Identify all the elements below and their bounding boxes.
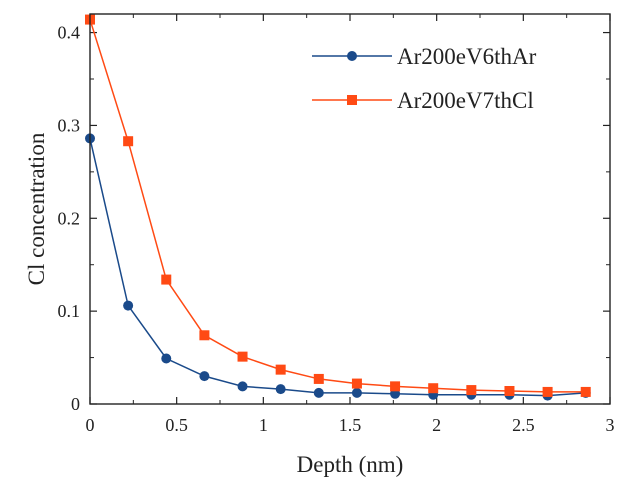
series-line-1 [89,19,586,393]
x-tick-label: 0.5 [165,415,188,435]
x-axis-title: Depth (nm) [297,452,404,477]
data-point-square [123,136,134,147]
x-tick-label: 1 [259,415,268,435]
legend-label: Ar200eV7thCl [397,88,534,113]
legend-label: Ar200eV6thAr [397,44,537,69]
data-point-square [275,364,286,375]
series-layer [85,14,591,401]
y-axis-title: Cl concentration [24,132,49,285]
legend: Ar200eV6thAr Ar200eV7thCl [312,44,537,113]
data-point-square [504,386,515,396]
data-point-square [542,386,553,397]
x-tick-label: 2.5 [512,415,535,435]
y-tick-label: 0.1 [58,301,81,321]
data-point-square [351,378,362,389]
series-line-0 [89,138,586,397]
data-point-circle [237,381,248,392]
data-point-square [428,383,439,394]
data-point-circle [199,371,210,382]
data-point-square [466,385,477,396]
y-tick-label: 0.2 [58,208,81,228]
x-tick-label: 0 [86,415,95,435]
data-point-square [237,351,248,362]
data-point-square [161,274,172,285]
data-point-circle [313,387,324,398]
y-tick-label: 0.4 [58,23,81,43]
data-point-square [199,330,210,341]
data-point-circle [351,387,362,398]
x-tick-label: 1.5 [339,415,362,435]
y-tick-label: 0.3 [58,115,81,135]
data-point-circle [123,300,134,311]
tick-labels: 0 0.5 1 1.5 2 2.5 3 0 0.1 0.2 0.3 0.4 [58,23,615,435]
legend-marker-square [347,95,357,105]
data-point-square [390,381,401,392]
y-tick-label: 0 [71,394,80,414]
data-point-square [313,373,324,384]
data-point-circle [275,384,286,395]
plot-frame [89,13,611,405]
data-point-circle [161,353,172,364]
legend-marker-circle [347,51,357,61]
x-tick-label: 3 [606,415,615,435]
data-point-square [580,386,591,397]
x-tick-label: 2 [432,415,441,435]
